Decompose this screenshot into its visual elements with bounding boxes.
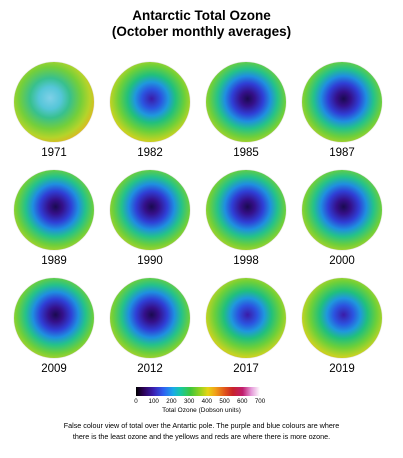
map-year-label: 1971 <box>41 147 67 159</box>
title-line-1: Antarctic Total Ozone <box>132 8 271 23</box>
map-year-label: 1989 <box>41 255 67 267</box>
ozone-globe-image <box>110 62 190 142</box>
ozone-globe-image <box>302 278 382 358</box>
map-year-label: 1982 <box>137 147 163 159</box>
colorbar-label: Total Ozone (Dobson units) <box>162 407 241 414</box>
map-year-label: 2017 <box>233 363 259 375</box>
colorbar-tick-label: 200 <box>166 398 177 405</box>
colorbar-tick-label: 600 <box>237 398 248 405</box>
title-line-2: (October monthly averages) <box>111 24 292 39</box>
ozone-globe-image <box>206 170 286 250</box>
ozone-map-1982: 1982 <box>108 62 192 166</box>
ozone-globe-image <box>302 170 382 250</box>
map-year-label: 2019 <box>329 363 355 375</box>
ozone-map-2009: 2009 <box>12 278 96 382</box>
colorbar-tick-label: 100 <box>148 398 159 405</box>
ozone-globe-image <box>110 170 190 250</box>
ozone-map-1989: 1989 <box>12 170 96 274</box>
colorbar-tick-label: 0 <box>134 398 138 405</box>
map-year-label: 2000 <box>329 255 355 267</box>
ozone-map-1998: 1998 <box>204 170 288 274</box>
colorbar-tick-label: 300 <box>183 398 195 405</box>
ozone-map-1985: 1985 <box>204 62 288 166</box>
ozone-map-2000: 2000 <box>300 170 384 274</box>
colorbar-tick-label: 700 <box>254 398 266 405</box>
colorbar <box>136 387 260 396</box>
ozone-map-1971: 1971 <box>12 62 96 166</box>
map-year-label: 1985 <box>233 147 259 159</box>
ozone-globe-image <box>110 278 190 358</box>
map-year-label: 2012 <box>137 363 163 375</box>
ozone-globe-image <box>14 170 94 250</box>
colorbar-ticks: 0 100 200 300 400 500 600 700 <box>130 398 270 408</box>
ozone-map-2017: 2017 <box>204 278 288 382</box>
map-year-label: 1990 <box>137 255 163 267</box>
map-year-label: 1998 <box>233 255 259 267</box>
figure-title: Antarctic Total Ozone (October monthly a… <box>0 8 403 40</box>
colorbar-tick-label: 500 <box>219 398 230 405</box>
colorbar-tick-label: 400 <box>201 398 213 405</box>
ozone-map-2019: 2019 <box>300 278 384 382</box>
ozone-globe-image <box>14 62 94 142</box>
map-year-label: 2009 <box>41 363 67 375</box>
ozone-globe-image <box>206 278 286 358</box>
ozone-globe-image <box>302 62 382 142</box>
ozone-map-grid: 1971 1982 1985 1987 1989 1990 1998 2000 2009 2012… <box>0 62 403 375</box>
ozone-map-2012: 2012 <box>108 278 192 382</box>
ozone-globe-image <box>14 278 94 358</box>
ozone-map-1987: 1987 <box>300 62 384 166</box>
map-year-label: 1987 <box>329 147 355 159</box>
ozone-globe-image <box>206 62 286 142</box>
ozone-map-1990: 1990 <box>108 170 192 274</box>
figure-caption: False colour view of total over the Anta… <box>63 421 340 441</box>
